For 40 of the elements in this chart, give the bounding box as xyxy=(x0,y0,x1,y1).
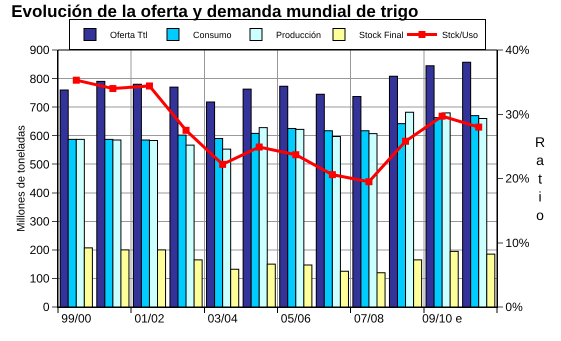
y2-tick-label: 30% xyxy=(505,107,530,122)
point xyxy=(146,82,153,90)
point xyxy=(365,178,372,186)
y-tick-label: 700 xyxy=(30,100,50,114)
y-tick-label: 800 xyxy=(30,72,50,86)
y2-tick-label: 40% xyxy=(505,43,530,58)
y-tick-label: 100 xyxy=(30,272,50,286)
y-axis-title: Millones de toneladas xyxy=(16,124,28,232)
x-tick-label: 09/10 e xyxy=(422,311,462,326)
point xyxy=(475,124,482,131)
point xyxy=(292,151,300,158)
legend-label: Consumo xyxy=(193,30,232,40)
point xyxy=(438,112,446,120)
x-tick-label: 07/08 xyxy=(354,311,384,326)
y-tick-label: 300 xyxy=(30,214,50,229)
y-tick-label: 0 xyxy=(42,300,50,314)
y2-tick-label: 20% xyxy=(505,172,530,186)
y-tick-label: 200 xyxy=(30,243,50,258)
y-tick-label: 500 xyxy=(30,157,50,172)
point xyxy=(328,171,336,178)
legend-label: Stck/Uso xyxy=(442,30,478,40)
y-tick-label: 600 xyxy=(30,128,50,143)
y2-tick-label: 10% xyxy=(505,236,530,250)
point xyxy=(182,126,190,134)
legend-label: Producción xyxy=(276,30,322,40)
y-tick-label: 900 xyxy=(30,43,50,58)
y-tick-label: 400 xyxy=(30,186,50,200)
legend-label: Oferta Ttl xyxy=(110,30,148,40)
y2-tick-label: 0% xyxy=(505,300,524,314)
x-tick-label: 99/00 xyxy=(61,311,92,326)
legend-label: Stock Final xyxy=(359,30,404,40)
x-tick-label: 01/02 xyxy=(134,311,165,326)
point xyxy=(402,138,410,145)
point xyxy=(72,76,80,84)
x-tick-label: 03/04 xyxy=(208,311,238,326)
point xyxy=(219,160,226,168)
point xyxy=(109,85,116,92)
y2-axis-title: Ratio xyxy=(535,134,546,223)
x-tick-label: 05/06 xyxy=(280,311,312,326)
point xyxy=(256,144,263,151)
